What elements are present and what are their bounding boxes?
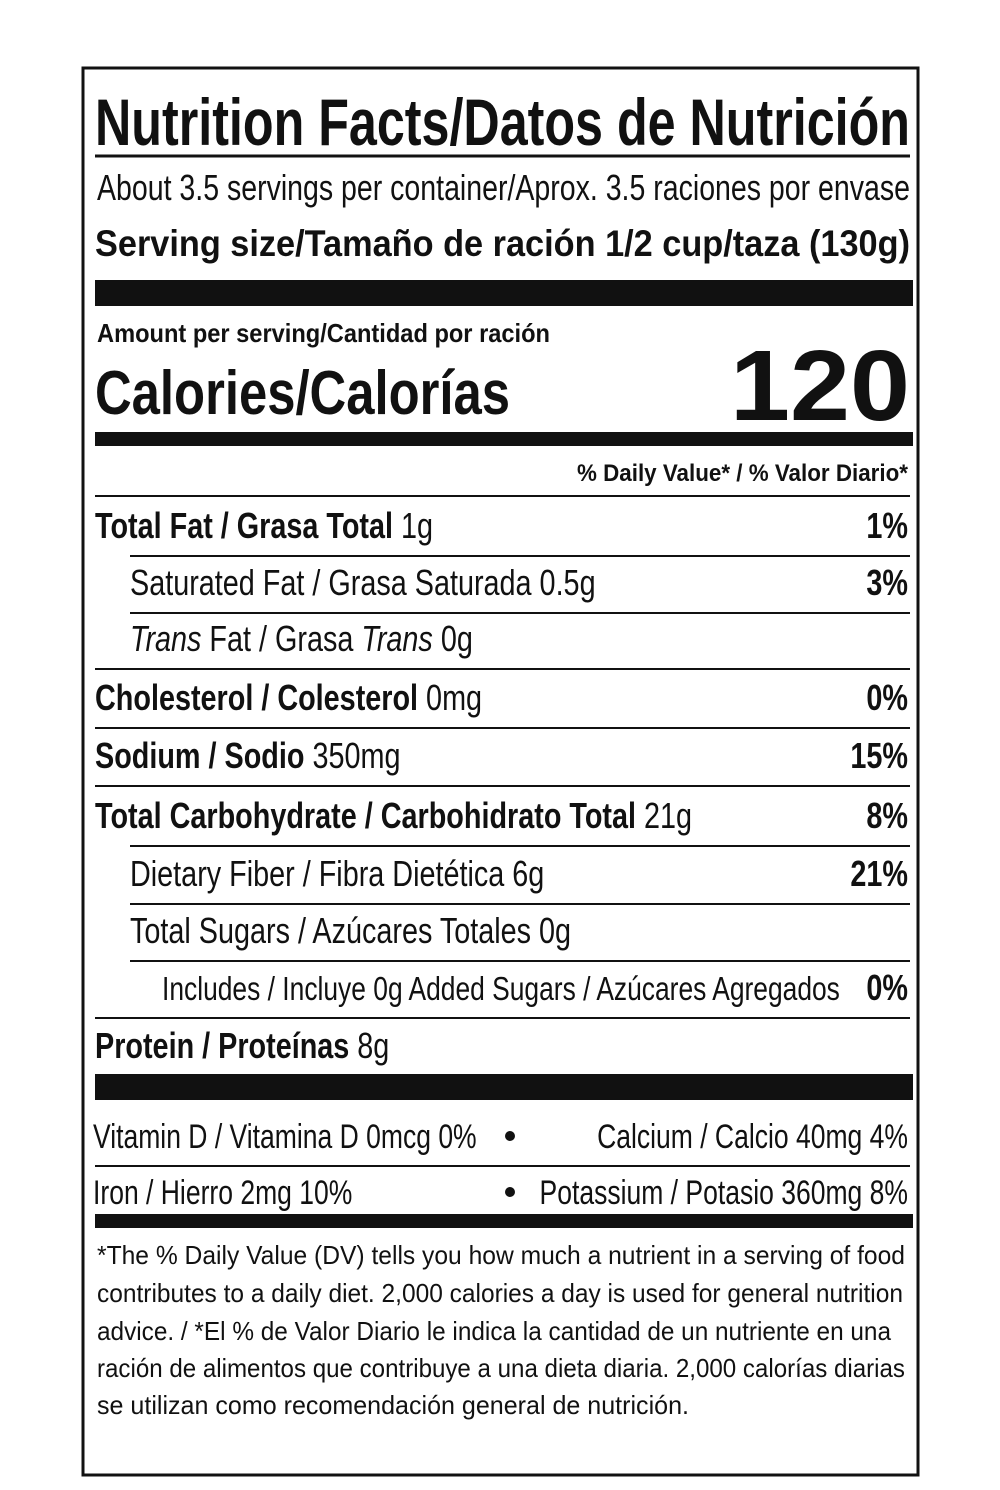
footnote-line: contributes to a daily diet. 2,000 calor… <box>97 1278 903 1308</box>
nutrient-label: Protein / Proteínas 8g <box>95 1025 389 1066</box>
nutrient-label: Includes / Incluye 0g Added Sugars / Azú… <box>162 971 840 1007</box>
dv-cell: 3% <box>866 562 908 603</box>
nutrient-label: Trans Fat / Grasa Trans 0g <box>130 618 473 659</box>
label-part: Fat / Grasa <box>201 618 361 659</box>
footnote-line: *The % Daily Value (DV) tells you how mu… <box>97 1240 905 1270</box>
serving-size: Serving size/Tamaño de ración 1/2 cup/ta… <box>95 223 910 264</box>
footnote-line: advice. / *El % de Valor Diario le indic… <box>97 1316 892 1346</box>
nutrient-row: Cholesterol / Colesterol 0mg <box>95 677 482 718</box>
nutrient-row: Dietary Fiber / Fibra Dietética 6g <box>130 853 544 894</box>
nutrient-label: Dietary Fiber / Fibra Dietética 6g <box>130 853 544 894</box>
label-part: Sodium / Sodio <box>95 735 312 776</box>
daily-value-header: % Daily Value* / % Valor Diario* <box>577 460 909 487</box>
dv-cell: 8% <box>866 795 908 836</box>
vitamin-cell: Potassium / Potasio 360mg 8% <box>540 1174 908 1212</box>
vitamin: Vitamin D / Vitamina D 0mcg 0% <box>93 1118 477 1156</box>
medium-bar <box>95 432 913 446</box>
label-part: Total Sugars / Azúcares Totales 0g <box>130 910 571 951</box>
daily-value: 21% <box>850 853 908 894</box>
daily-value: 3% <box>866 562 908 603</box>
vitamin: Potassium / Potasio 360mg 8% <box>540 1174 908 1212</box>
footnote-line: se utilizan como recomendación general d… <box>97 1390 689 1420</box>
nutrient-row: Includes / Incluye 0g Added Sugars / Azú… <box>162 971 840 1007</box>
footnote-line: ración de alimentos que contribuye a una… <box>97 1353 905 1383</box>
nutrient-label: Total Carbohydrate / Carbohidrato Total … <box>95 795 692 836</box>
vitamin-cell: Vitamin D / Vitamina D 0mcg 0% <box>93 1118 477 1156</box>
thick-bar <box>95 280 913 306</box>
nutrient-row: Total Sugars / Azúcares Totales 0g <box>130 910 571 951</box>
dv-cell: 15% <box>850 735 908 776</box>
dv-cell: 0% <box>866 677 908 718</box>
daily-value: 8% <box>866 795 908 836</box>
nutrient-label: Cholesterol / Colesterol 0mg <box>95 677 482 718</box>
daily-value: 1% <box>866 505 908 546</box>
label-part: Dietary Fiber / Fibra Dietética 6g <box>130 853 544 894</box>
calories-label: Calories/Calorías <box>95 359 510 428</box>
label-part: 350mg <box>312 735 400 776</box>
vitamin: Calcium / Calcio 40mg 4% <box>597 1118 908 1156</box>
nutrient-label: Total Sugars / Azúcares Totales 0g <box>130 910 571 951</box>
dv-cell: 0% <box>866 967 908 1008</box>
label-part: Trans <box>130 618 201 659</box>
nutrient-label: Saturated Fat / Grasa Saturada 0.5g <box>130 562 596 603</box>
nutrient-row: Trans Fat / Grasa Trans 0g <box>130 618 473 659</box>
nutrient-label: Sodium / Sodio 350mg <box>95 735 400 776</box>
vitamin-cell: Calcium / Calcio 40mg 4% <box>597 1118 908 1156</box>
bullet <box>505 1131 515 1141</box>
nutrient-row: Saturated Fat / Grasa Saturada 0.5g <box>130 562 596 603</box>
nutrient-row: Total Carbohydrate / Carbohidrato Total … <box>95 795 692 836</box>
label-part: Total Carbohydrate / Carbohidrato Total <box>95 795 644 836</box>
thick-bar <box>95 1074 913 1100</box>
dv-cell: 21% <box>850 853 908 894</box>
label-part: 8g <box>357 1025 389 1066</box>
servings-per-container: About 3.5 servings per container/Aprox. … <box>97 167 910 208</box>
label-part: Cholesterol / Colesterol <box>95 677 426 718</box>
amount-per-serving: Amount per serving/Cantidad por ración <box>97 318 550 348</box>
nutrient-row: Protein / Proteínas 8g <box>95 1025 389 1066</box>
label-part: 0g <box>433 618 473 659</box>
label-part: 1g <box>401 505 433 546</box>
calories-value: 120 <box>730 330 910 442</box>
label-part: 0mg <box>426 677 482 718</box>
medium-bar <box>95 1214 913 1228</box>
daily-value: 15% <box>850 735 908 776</box>
bullet <box>505 1187 515 1197</box>
nutrient-row: Sodium / Sodio 350mg <box>95 735 400 776</box>
title: Nutrition Facts/Datos de Nutrición <box>95 85 910 159</box>
daily-value: 0% <box>866 967 908 1008</box>
label-part: Saturated Fat / Grasa Saturada 0.5g <box>130 562 596 603</box>
nutrient-row: Total Fat / Grasa Total 1g <box>95 505 433 546</box>
dv-cell: 1% <box>866 505 908 546</box>
label-part: Total Fat / Grasa Total <box>95 505 401 546</box>
label-part: 21g <box>644 795 692 836</box>
vitamin: Iron / Hierro 2mg 10% <box>93 1174 352 1212</box>
nutrient-label: Total Fat / Grasa Total 1g <box>95 505 433 546</box>
vitamin-cell: Iron / Hierro 2mg 10% <box>93 1174 352 1212</box>
label-part: Trans <box>361 618 432 659</box>
daily-value: 0% <box>866 677 908 718</box>
label-part: Includes / Incluye 0g Added Sugars / Azú… <box>162 971 840 1007</box>
label-part: Protein / Proteínas <box>95 1025 357 1066</box>
